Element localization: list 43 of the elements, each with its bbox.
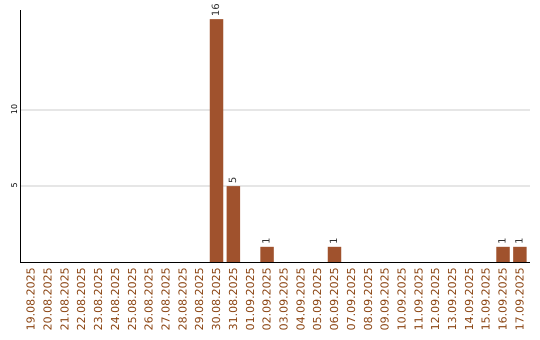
x-tick-label: 02.09.2025 (260, 267, 274, 330)
x-tick-label: 30.08.2025 (210, 267, 224, 330)
x-tick-label: 27.08.2025 (160, 267, 173, 330)
x-tick-label: 10.09.2025 (395, 267, 408, 330)
x-tick-label: 25.08.2025 (126, 267, 139, 330)
x-tick-label: 01.09.2025 (244, 267, 257, 330)
x-tick-label: 11.09.2025 (412, 267, 426, 330)
x-tick-label: 24.08.2025 (108, 267, 122, 330)
bar (496, 246, 510, 262)
x-tick-label: 16.09.2025 (496, 267, 510, 330)
x-tick-label: 09.09.2025 (378, 267, 392, 330)
bar (226, 186, 240, 262)
data-label: 1 (498, 237, 509, 244)
x-tick-label: 13.09.2025 (446, 267, 460, 330)
x-tick-label: 22.08.2025 (75, 267, 88, 330)
x-tick-label: 19.08.2025 (24, 267, 38, 330)
x-tick-label: 15.09.2025 (480, 267, 493, 330)
x-tick-label: 14.09.2025 (462, 267, 476, 330)
data-label: 1 (262, 237, 273, 244)
bar (260, 246, 274, 262)
x-tick-label: 26.08.2025 (142, 267, 156, 330)
x-tick-label: 20.08.2025 (42, 267, 55, 330)
bar (513, 246, 527, 262)
x-tick-label: 28.08.2025 (176, 267, 190, 330)
bar (328, 246, 342, 262)
x-tick-label: 03.09.2025 (278, 267, 291, 330)
data-label: 5 (228, 176, 239, 184)
x-tick-label: 21.08.2025 (58, 267, 72, 330)
x-tick-label: 05.09.2025 (311, 267, 324, 330)
x-tick-label: 04.09.2025 (294, 267, 308, 330)
data-label: 16 (211, 3, 222, 16)
data-label: 1 (328, 237, 340, 244)
x-tick-label: 23.08.2025 (92, 267, 106, 330)
y-tick-label: 10 (10, 104, 19, 114)
x-tick-label: 17.09.2025 (513, 267, 526, 330)
x-tick-label: 08.09.2025 (362, 267, 375, 330)
x-tick-label: 29.08.2025 (193, 267, 206, 330)
bar (210, 19, 224, 262)
x-tick-label: 06.09.2025 (328, 267, 342, 330)
x-tick-label: 12.09.2025 (429, 267, 442, 330)
x-tick-label: 31.08.2025 (226, 267, 240, 330)
x-tick-label: 07.09.2025 (344, 267, 358, 330)
data-label: 1 (514, 237, 526, 244)
